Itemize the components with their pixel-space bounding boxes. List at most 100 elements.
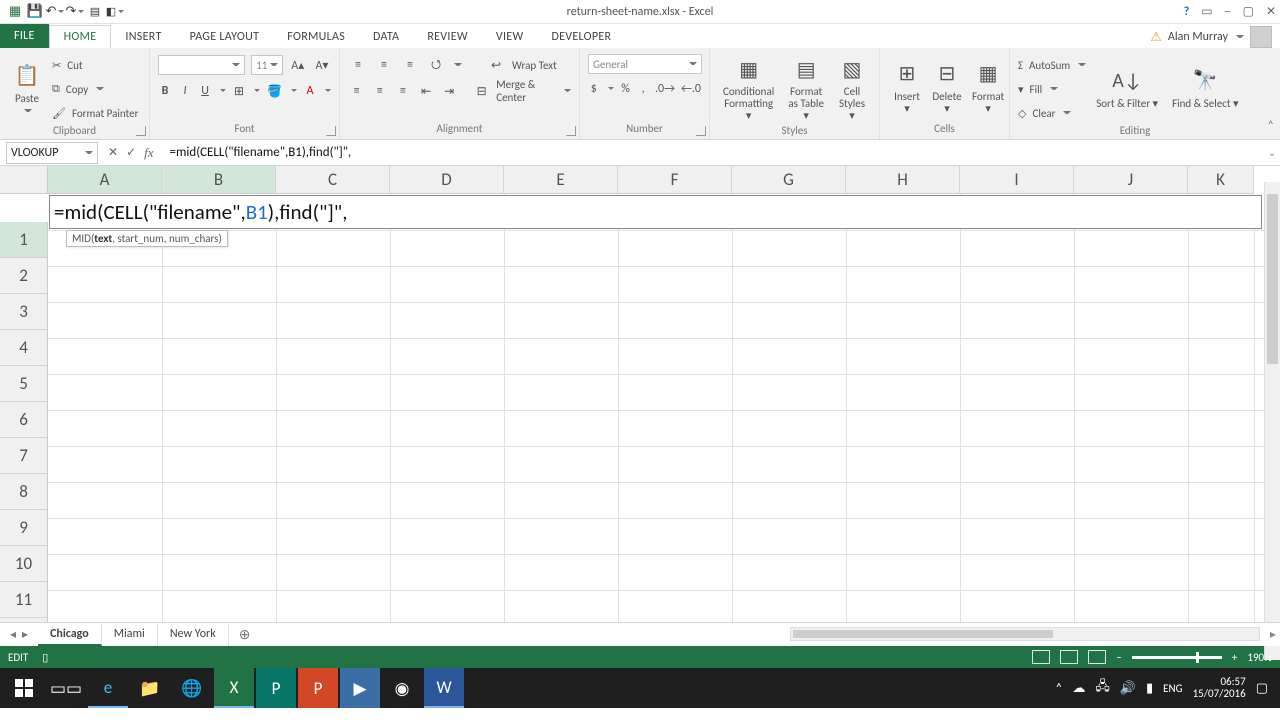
- row-header[interactable]: 4: [0, 330, 48, 366]
- column-header[interactable]: C: [276, 166, 390, 194]
- sheet-tab[interactable]: Miami: [102, 624, 158, 646]
- row-header[interactable]: 7: [0, 438, 48, 474]
- formula-input[interactable]: =mid(CELL("filename",B1),find("]",: [164, 142, 1264, 164]
- column-header[interactable]: D: [390, 166, 504, 194]
- conditional-formatting-button[interactable]: ▦Conditional Formatting ▾: [718, 52, 779, 124]
- comma-icon[interactable]: ,: [637, 79, 649, 99]
- row-header[interactable]: 5: [0, 366, 48, 402]
- tab-pagelayout[interactable]: PAGE LAYOUT: [176, 26, 274, 48]
- cell-styles-button[interactable]: ▧Cell Styles ▾: [833, 52, 871, 124]
- align-left-icon[interactable]: ≡: [348, 81, 365, 101]
- battery-icon[interactable]: ▮: [1146, 681, 1153, 696]
- select-all-corner[interactable]: [0, 166, 48, 194]
- grow-font-icon[interactable]: A▴: [289, 55, 307, 75]
- format-as-table-button[interactable]: ▤Format as Table ▾: [783, 52, 829, 124]
- font-dialog-launcher[interactable]: [326, 126, 336, 136]
- percent-icon[interactable]: %: [620, 79, 632, 99]
- delete-cells-button[interactable]: ⊟Delete▾: [928, 52, 966, 122]
- zoom-out-icon[interactable]: −: [1116, 651, 1121, 664]
- tab-developer[interactable]: DEVELOPER: [537, 26, 625, 48]
- column-header[interactable]: F: [618, 166, 732, 194]
- page-break-view-icon[interactable]: [1088, 650, 1106, 664]
- clear-button[interactable]: ◇Clear: [1018, 102, 1086, 124]
- sort-filter-button[interactable]: A↓Sort & Filter ▾: [1092, 52, 1162, 124]
- align-bottom-icon[interactable]: ≡: [400, 55, 420, 75]
- number-format-select[interactable]: General: [588, 54, 702, 74]
- shrink-font-icon[interactable]: A▾: [313, 55, 331, 75]
- page-layout-view-icon[interactable]: [1060, 650, 1078, 664]
- increase-decimal-icon[interactable]: .0→: [655, 79, 675, 99]
- clock[interactable]: 06:5715/07/2016: [1193, 676, 1246, 700]
- app2-icon[interactable]: ▶: [340, 668, 380, 708]
- horizontal-scrollbar[interactable]: [790, 627, 1260, 641]
- row-header[interactable]: 10: [0, 546, 48, 582]
- volume-icon[interactable]: 🔊: [1120, 681, 1136, 696]
- paste-button[interactable]: 📋 Paste: [8, 52, 46, 124]
- save-icon[interactable]: 💾: [26, 3, 44, 21]
- align-center-icon[interactable]: ≡: [371, 81, 388, 101]
- column-header[interactable]: A: [48, 166, 162, 194]
- sheet-tab[interactable]: New York: [158, 624, 229, 646]
- hscroll-right-icon[interactable]: ▸: [1270, 627, 1276, 642]
- indent-decrease-icon[interactable]: ⇤: [417, 81, 434, 101]
- ribbon-display-icon[interactable]: ▭: [1201, 4, 1212, 19]
- tab-file[interactable]: FILE: [0, 24, 49, 48]
- new-sheet-button[interactable]: ⊕: [229, 626, 261, 643]
- font-size-select[interactable]: 11: [251, 55, 283, 75]
- enter-formula-icon[interactable]: ✓: [126, 145, 136, 160]
- file-explorer-icon[interactable]: 📁: [130, 668, 170, 708]
- tray-chevron-icon[interactable]: ˄: [1055, 681, 1062, 696]
- indent-increase-icon[interactable]: ⇥: [441, 81, 458, 101]
- column-header[interactable]: H: [846, 166, 960, 194]
- zoom-slider[interactable]: [1132, 656, 1222, 659]
- minimize-icon[interactable]: ─: [1225, 5, 1231, 19]
- format-cells-button[interactable]: ▦Format▾: [968, 52, 1008, 122]
- orientation-icon[interactable]: ⭯: [426, 55, 446, 75]
- edge-icon[interactable]: e: [88, 668, 128, 708]
- cancel-formula-icon[interactable]: ✕: [108, 145, 118, 160]
- active-cell-editor[interactable]: =mid(CELL("filename",B1),find("]",: [49, 195, 1262, 229]
- qat-more-icon[interactable]: ◧: [106, 3, 124, 21]
- row-header[interactable]: 2: [0, 258, 48, 294]
- notifications-icon[interactable]: ▢: [1256, 681, 1268, 696]
- expand-formula-bar-icon[interactable]: ⌄: [1264, 146, 1280, 159]
- merge-center-button[interactable]: Merge & Center: [496, 78, 556, 104]
- clipboard-dialog-launcher[interactable]: [136, 126, 146, 136]
- fill-color-icon[interactable]: 🪣: [266, 81, 283, 101]
- column-header[interactable]: J: [1074, 166, 1188, 194]
- word-icon[interactable]: W: [424, 668, 464, 708]
- zoom-in-icon[interactable]: +: [1232, 651, 1237, 664]
- underline-button[interactable]: U: [198, 81, 212, 101]
- name-box[interactable]: VLOOKUP: [6, 142, 98, 164]
- cut-button[interactable]: ✂Cut: [52, 54, 138, 76]
- copy-button[interactable]: ⧉Copy: [52, 78, 138, 100]
- bold-button[interactable]: B: [158, 81, 172, 101]
- close-icon[interactable]: ✕: [1266, 4, 1276, 19]
- app-icon[interactable]: 🌐: [172, 668, 212, 708]
- tab-view[interactable]: VIEW: [482, 26, 538, 48]
- column-header[interactable]: G: [732, 166, 846, 194]
- publisher-icon[interactable]: P: [256, 668, 296, 708]
- align-top-icon[interactable]: ≡: [348, 55, 368, 75]
- qat-icon[interactable]: ▤: [86, 3, 104, 21]
- alignment-dialog-launcher[interactable]: [566, 126, 576, 136]
- row-header[interactable]: 6: [0, 402, 48, 438]
- insert-function-icon[interactable]: fx: [144, 145, 153, 161]
- network-icon[interactable]: 🖧: [1095, 677, 1110, 699]
- row-header[interactable]: 3: [0, 294, 48, 330]
- column-header[interactable]: E: [504, 166, 618, 194]
- language-indicator[interactable]: ENG: [1163, 682, 1182, 695]
- tab-home[interactable]: HOME: [49, 25, 112, 48]
- find-select-button[interactable]: 🔭Find & Select ▾: [1168, 52, 1243, 124]
- user-account[interactable]: ⚠ Alan Murray: [1150, 26, 1272, 48]
- align-middle-icon[interactable]: ≡: [374, 55, 394, 75]
- fill-button[interactable]: ▾Fill: [1018, 78, 1086, 100]
- maximize-icon[interactable]: ▢: [1243, 4, 1254, 19]
- column-header[interactable]: K: [1188, 166, 1254, 194]
- tab-insert[interactable]: INSERT: [111, 26, 175, 48]
- row-header[interactable]: 11: [0, 582, 48, 618]
- sheet-nav-prev-icon[interactable]: ◂: [10, 627, 16, 642]
- column-header[interactable]: B: [162, 166, 276, 194]
- task-view-icon[interactable]: ▭▭: [46, 668, 86, 708]
- start-button[interactable]: [4, 668, 44, 708]
